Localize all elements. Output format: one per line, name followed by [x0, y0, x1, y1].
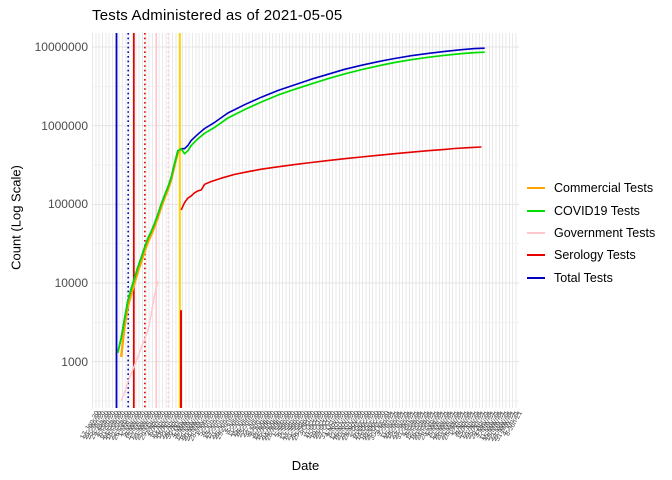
y-tick-label: 100000 — [47, 197, 88, 212]
plot-canvas — [92, 33, 519, 408]
chart-title: Tests Administered as of 2021-05-05 — [92, 7, 343, 24]
series-line-total-tests — [117, 47, 485, 353]
y-tick-label: 1000000 — [41, 118, 88, 133]
legend-label: COVID19 Tests — [554, 203, 640, 218]
legend-item-covid19-tests: COVID19 Tests — [527, 199, 655, 221]
y-tick-label: 1000 — [61, 354, 88, 369]
x-axis-title: Date — [291, 458, 320, 473]
legend-swatch-government-tests — [527, 231, 545, 234]
legend-label: Commercial Tests — [554, 181, 654, 196]
legend-label: Serology Tests — [554, 248, 636, 263]
legend-swatch-serology-tests — [527, 254, 545, 257]
legend-label: Total Tests — [554, 270, 613, 285]
y-axis-title: Count (Log Scale) — [8, 165, 24, 270]
legend-swatch-commercial-tests — [527, 187, 545, 190]
series-line-serology-tests — [180, 146, 482, 211]
series-line-commercial-tests — [120, 148, 182, 358]
legend-swatch-total-tests — [527, 276, 545, 279]
series-line-covid19-tests — [116, 51, 485, 353]
legend-label: Government Tests — [554, 225, 656, 240]
legend-item-government-tests: Government Tests — [527, 222, 655, 244]
legend-item-commercial-tests: Commercial Tests — [527, 177, 655, 199]
plot-panel — [92, 33, 519, 408]
y-tick-label: 10000000 — [34, 40, 88, 54]
series-line-government-tests — [120, 281, 159, 401]
y-tick-label: 10000 — [54, 276, 88, 290]
legend: Commercial Tests COVID19 Tests Government … — [527, 177, 655, 289]
legend-item-total-tests: Total Tests — [527, 267, 655, 289]
legend-swatch-covid19-tests — [527, 209, 545, 212]
legend-item-serology-tests: Serology Tests — [527, 244, 655, 266]
